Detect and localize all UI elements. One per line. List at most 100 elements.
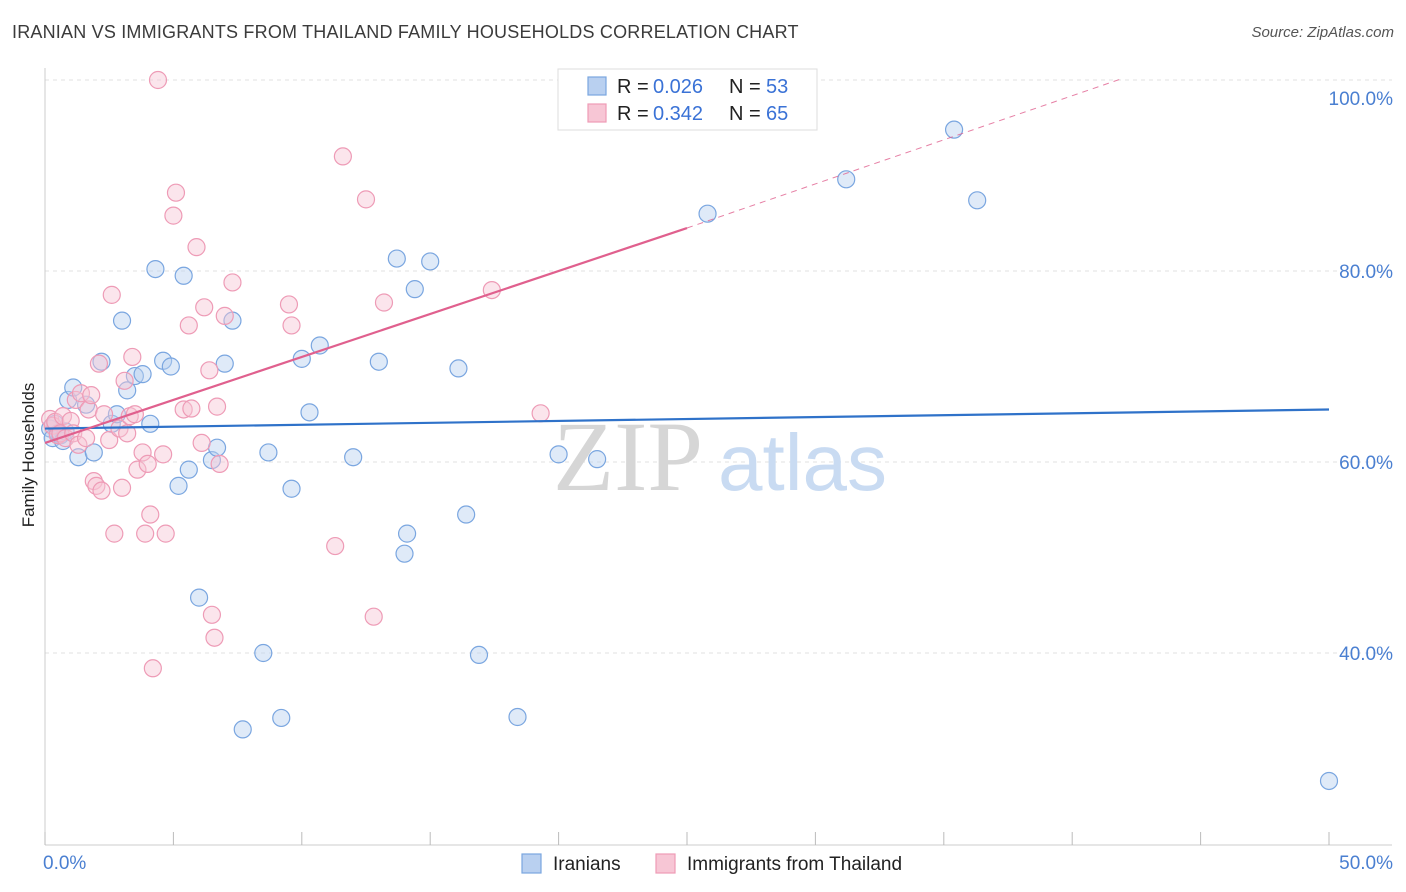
iranians-point [508,707,527,727]
thailand-point [200,361,219,380]
thailand-point [282,316,301,335]
thailand-point [164,206,183,225]
thailand-point [205,628,224,647]
x-tick-label: 0.0% [43,853,86,874]
x-tick-label: 50.0% [1339,853,1393,874]
iranians-point [968,191,987,210]
thailand-point [112,478,132,497]
iranians-point [369,352,388,371]
thailand-point [326,536,345,556]
iranians-point [146,259,165,279]
series-label-iranians: Iranians [553,854,621,875]
watermark-atlas: atlas [718,418,887,507]
thailand-point [182,399,201,418]
series-label-thailand: Immigrants from Thailand [687,854,902,875]
iranians-point [133,365,152,384]
legend-r-value-0: 0.026 [653,76,703,98]
iranians-point [215,354,234,373]
thailand-point [138,454,157,474]
thailand-point [136,524,155,543]
thailand-point [374,293,394,312]
thailand-point [364,607,383,626]
iranians-point [421,252,440,271]
series-swatch-thailand [655,853,676,874]
thailand-point [115,371,134,390]
thailand-point [215,306,234,325]
thailand-point [166,183,186,202]
thailand-point [143,659,162,678]
iranians-point [469,645,489,665]
iranians-point [272,708,291,728]
thailand-point [154,445,173,464]
thailand-point [179,316,198,335]
thailand-point [202,605,222,624]
legend-n-value-0: 53 [766,76,788,98]
iranians-point [395,544,414,563]
series-swatch-iranians [521,853,542,874]
legend-n-label-1: N = [729,103,761,125]
y-axis-label: Family Households [19,383,38,528]
chart-title: IRANIAN VS IMMIGRANTS FROM THAILAND FAMI… [12,22,799,42]
thailand-point [102,285,121,304]
source-label: Source: ZipAtlas.com [1251,24,1394,41]
x-tick-labels: 0.0% 50.0% [43,853,1393,874]
iranians-point [457,505,476,524]
thailand-point [207,397,227,416]
y-tick-label: 100.0% [1329,89,1394,110]
thailand-point [174,400,193,419]
thailand-point [89,354,109,373]
iranians-point [254,643,273,663]
thailand-point [100,430,119,450]
y-tick-label: 40.0% [1339,644,1393,665]
y-tick-label: 60.0% [1339,453,1393,474]
thailand-point [69,435,88,454]
series-legend: Iranians Immigrants from Thailand [521,853,902,875]
thailand-point [82,386,101,405]
legend-r-value-1: 0.342 [653,103,703,125]
thailand-point [210,454,229,474]
thailand-point [105,524,124,543]
y-tick-labels: 40.0% 60.0% 80.0% 100.0% [1329,89,1394,665]
thailand-point [92,481,111,500]
iranians-point [112,311,132,330]
correlation-legend: R = 0.026 N = 53 R = 0.342 N = 65 [557,68,818,131]
y-tick-label: 80.0% [1339,262,1393,283]
iranians-point [397,524,417,543]
legend-r-label-1: R = [617,103,649,125]
iranians-point [76,395,96,414]
watermark-zip: ZIP [553,401,703,512]
iranians-point [259,443,278,462]
thailand-point [84,472,103,491]
iranians-point [189,588,209,607]
legend-n-value-1: 65 [766,103,788,125]
iranians-point [141,414,160,433]
thailand-point [192,433,211,452]
iranians-point [944,120,964,139]
gridlines [45,79,1392,654]
thailand-point [333,147,352,166]
iranians-point [282,479,301,498]
thailand-point [125,405,144,424]
legend-swatch-thailand [587,103,607,123]
thailand-point [156,524,175,543]
iranians-point [161,357,180,376]
iranians-point [84,443,103,462]
legend-n-label-0: N = [729,76,761,98]
thailand-point [187,238,206,257]
iranians-point [92,352,111,371]
thailand-point [279,295,299,314]
axes [44,68,1392,846]
thailand-point [356,190,376,209]
iranians-point [387,249,406,268]
iranians-point [698,204,717,223]
iranians-point [1319,771,1339,791]
iranians-point [169,476,188,495]
thailand-point [128,460,147,479]
thailand-point [223,273,242,292]
iranians-point [344,448,363,467]
thailand-point [141,505,160,524]
iranians-point [549,445,568,464]
trend-lines [44,77,1330,444]
iranians-point [300,403,319,422]
